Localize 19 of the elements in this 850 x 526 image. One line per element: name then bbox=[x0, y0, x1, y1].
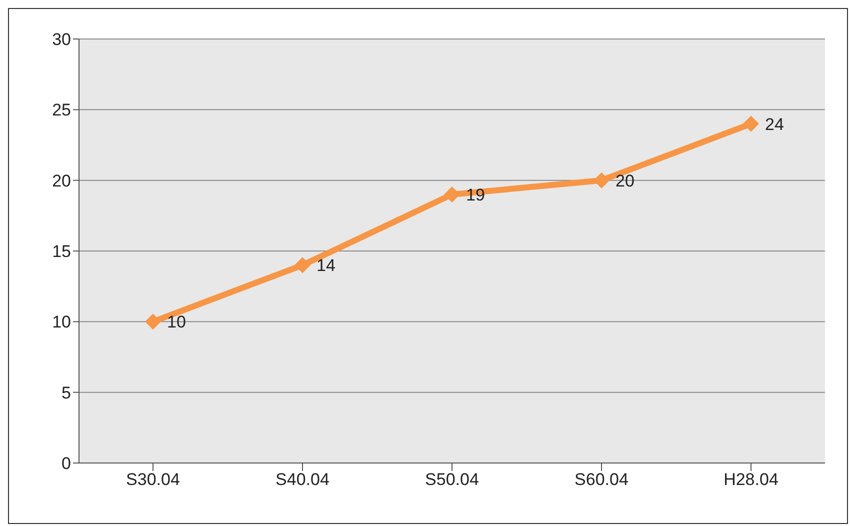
data-label: 14 bbox=[316, 256, 336, 276]
data-label: 10 bbox=[167, 312, 186, 332]
x-tick-label: H28.04 bbox=[724, 470, 778, 490]
y-tick-label: 5 bbox=[62, 383, 71, 402]
y-tick-label: 30 bbox=[52, 30, 71, 50]
x-tick-label: S30.04 bbox=[126, 470, 180, 490]
x-tick-label: S60.04 bbox=[574, 470, 628, 490]
y-tick-label: 0 bbox=[62, 454, 71, 474]
point bbox=[294, 257, 310, 274]
y-tick-label: 10 bbox=[52, 312, 71, 332]
y-tick-label: 15 bbox=[52, 242, 71, 262]
y-tick-label: 20 bbox=[52, 171, 71, 190]
y-tick-label: 25 bbox=[52, 100, 71, 120]
point bbox=[743, 116, 759, 132]
data-label: 20 bbox=[616, 171, 634, 190]
x-tick-label: S40.04 bbox=[276, 470, 330, 490]
x-tick-label: S50.04 bbox=[425, 470, 479, 490]
point bbox=[145, 314, 161, 330]
data-label: 24 bbox=[765, 114, 784, 134]
